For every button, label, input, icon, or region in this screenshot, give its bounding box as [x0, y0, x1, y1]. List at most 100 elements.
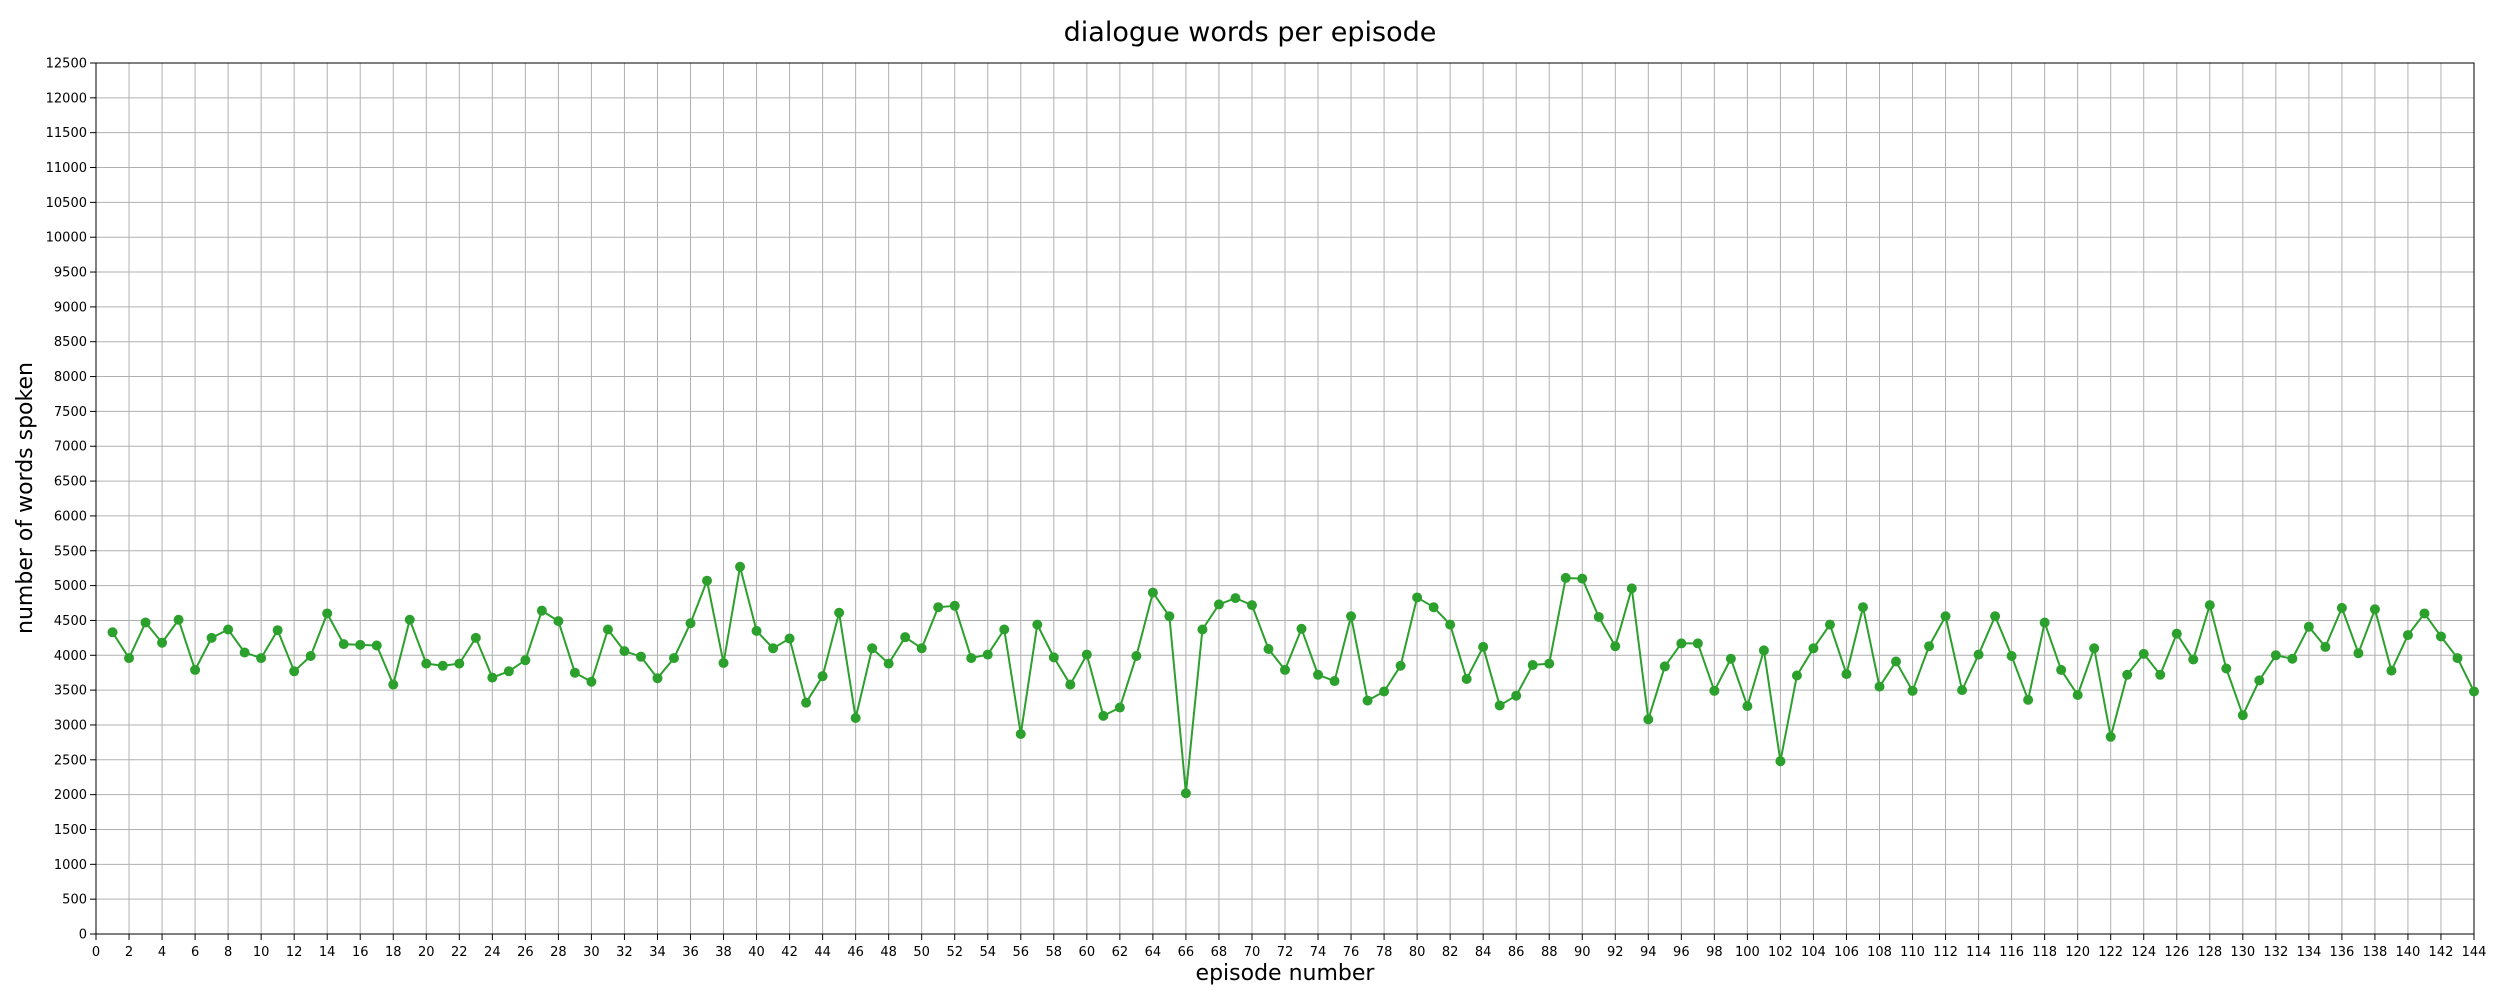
data-point	[1428, 602, 1439, 613]
data-point	[1065, 679, 1076, 690]
data-point	[916, 643, 927, 654]
y-tick-label: 4000	[54, 649, 87, 664]
data-point	[718, 657, 729, 668]
data-point	[1313, 669, 1324, 680]
data-point	[1164, 611, 1175, 622]
data-point	[388, 679, 399, 690]
data-point	[1445, 619, 1456, 630]
data-point	[685, 618, 696, 629]
data-point	[1874, 681, 1885, 692]
y-tick-label: 2500	[54, 753, 87, 768]
data-point	[2287, 653, 2298, 664]
x-tick-label: 130	[2230, 945, 2255, 960]
x-tick-label: 100	[1735, 945, 1760, 960]
data-point	[1494, 700, 1505, 711]
x-tick-label: 72	[1277, 945, 1294, 960]
x-tick-label: 140	[2396, 945, 2421, 960]
x-tick-label: 80	[1409, 945, 1426, 960]
data-point	[338, 639, 349, 650]
data-point	[2023, 694, 2034, 705]
chart-title: dialogue words per episode	[1064, 17, 1437, 48]
x-tick-label: 60	[1079, 945, 1096, 960]
data-point	[1957, 685, 1968, 696]
x-tick-label: 64	[1145, 945, 1162, 960]
data-point	[553, 616, 564, 627]
data-point	[784, 633, 795, 644]
x-tick-label: 22	[451, 945, 468, 960]
x-tick-label: 10	[253, 945, 270, 960]
y-tick-label: 11500	[46, 126, 87, 141]
data-point	[1395, 660, 1406, 671]
x-tick-label: 2	[125, 945, 133, 960]
data-point	[933, 602, 944, 613]
data-point	[1131, 650, 1142, 661]
y-tick-label: 1500	[54, 823, 87, 838]
x-tick-label: 108	[1867, 945, 1892, 960]
data-point	[2056, 664, 2067, 675]
data-point	[2369, 604, 2380, 615]
data-point	[520, 655, 531, 666]
y-tick-label: 5000	[54, 579, 87, 594]
data-point	[371, 640, 382, 651]
data-point	[2237, 710, 2248, 721]
x-tick-label: 136	[2329, 945, 2354, 960]
x-tick-label: 76	[1343, 945, 1360, 960]
data-point	[1114, 702, 1125, 713]
y-tick-label: 2000	[54, 788, 87, 803]
data-point	[1280, 664, 1290, 675]
data-point	[2122, 669, 2133, 680]
data-point	[1758, 645, 1769, 656]
data-point	[1180, 788, 1191, 799]
y-tick-label: 7500	[54, 405, 87, 420]
data-point	[1725, 653, 1736, 664]
data-point	[1478, 641, 1489, 652]
data-point	[1147, 587, 1158, 598]
x-tick-label: 4	[158, 945, 166, 960]
data-point	[1924, 641, 1935, 652]
data-point	[2353, 648, 2364, 659]
x-tick-label: 56	[1013, 945, 1030, 960]
y-axis: 0 500 1000 1500 2000 2500 3000 3500 4000 4500 5000…	[46, 57, 96, 943]
x-tick-label: 138	[2363, 945, 2388, 960]
data-point	[1329, 676, 1340, 687]
data-point	[1593, 611, 1604, 622]
y-tick-label: 3500	[54, 684, 87, 699]
data-point	[1015, 729, 1026, 740]
data-point	[1412, 592, 1423, 603]
x-tick-label: 78	[1376, 945, 1393, 960]
data-point	[619, 646, 630, 657]
x-tick-label: 102	[1768, 945, 1793, 960]
data-point	[751, 625, 762, 636]
data-point	[834, 607, 845, 618]
data-point	[421, 658, 432, 669]
y-tick-label: 8000	[54, 370, 87, 385]
data-point	[999, 624, 1010, 635]
data-point	[1676, 638, 1687, 649]
x-tick-label: 48	[880, 945, 897, 960]
data-point	[322, 608, 333, 619]
data-point	[1824, 619, 1835, 630]
data-point	[982, 649, 993, 660]
data-point	[1081, 649, 1092, 660]
data-point	[140, 617, 151, 628]
y-tick-label: 7000	[54, 440, 87, 455]
data-point	[1296, 623, 1307, 634]
data-point	[1857, 602, 1868, 613]
x-tick-label: 84	[1475, 945, 1492, 960]
x-tick-label: 34	[649, 945, 666, 960]
data-point	[190, 664, 201, 675]
x-tick-label: 0	[92, 945, 100, 960]
x-tick-label: 142	[2429, 945, 2454, 960]
data-point	[1527, 660, 1538, 671]
data-point	[850, 712, 861, 723]
data-point	[702, 575, 713, 586]
x-tick-label: 118	[2032, 945, 2057, 960]
data-point	[1692, 638, 1703, 649]
x-tick-label: 50	[913, 945, 930, 960]
x-tick-label: 124	[2131, 945, 2156, 960]
data-point	[1791, 670, 1802, 681]
data-point	[2386, 665, 2397, 676]
x-tick-label: 122	[2098, 945, 2123, 960]
data-point	[949, 600, 960, 611]
